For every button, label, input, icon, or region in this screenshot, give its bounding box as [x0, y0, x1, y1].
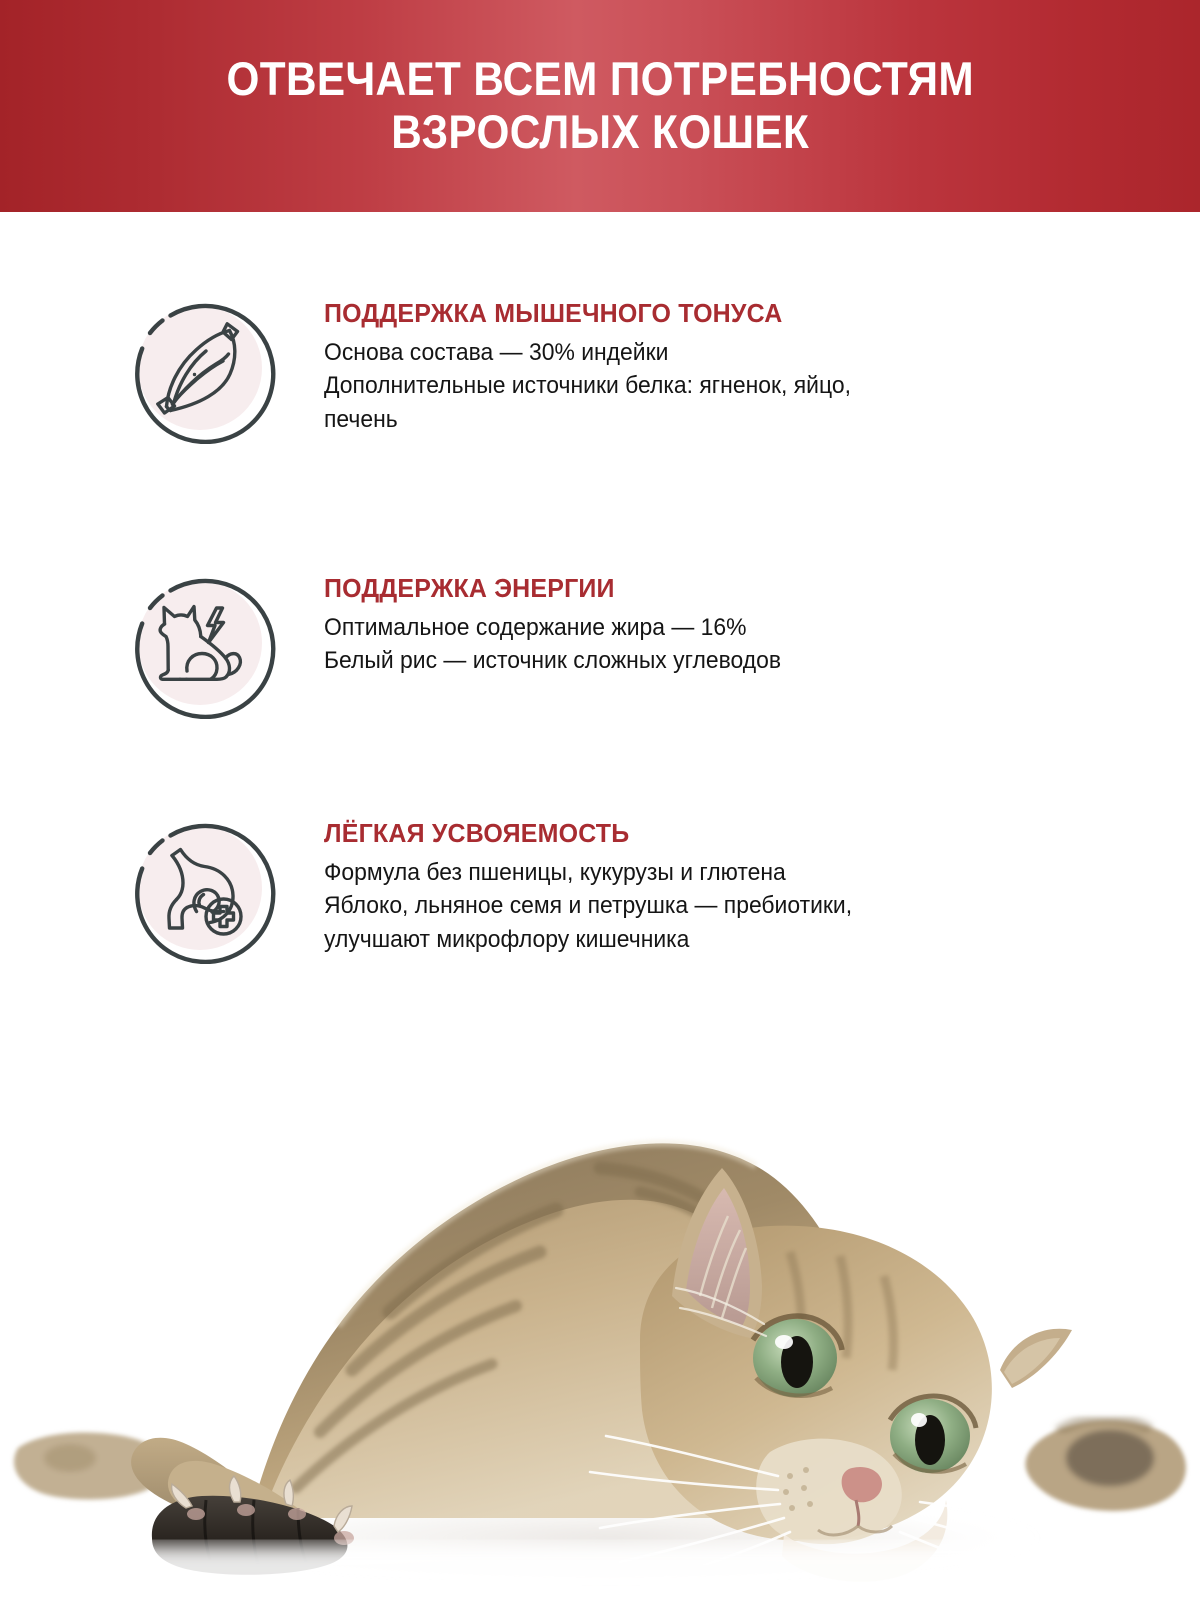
feature-desc-line: Оптимальное содержание жира — 16%	[324, 613, 747, 641]
feature-desc-line: печень	[324, 405, 398, 433]
feature-desc-line: Формула без пшеницы, кукурузы и глютена	[324, 858, 786, 886]
cat-photo	[0, 1040, 1200, 1600]
feature-description: Основа состава — 30% индейки Дополнитель…	[324, 336, 851, 437]
feature-desc-line: Яблоко, льняное семя и петрушка — пребио…	[324, 892, 853, 920]
feature-item-muscle-tone: ПОДДЕРЖКА МЫШЕЧНОГО ТОНУСА Основа состав…	[0, 292, 1200, 445]
banner-title-line-2: ВЗРОСЛЫХ КОШЕК	[391, 105, 809, 158]
banner-title-line-1: ОТВЕЧАЕТ ВСЕМ ПОТРЕБНОСТЯМ	[226, 52, 974, 106]
feature-text-muscle-tone: ПОДДЕРЖКА МЫШЕЧНОГО ТОНУСА Основа состав…	[324, 292, 876, 436]
feature-item-digestibility: ЛЁГКАЯ УСВОЯЕМОСТЬ Формула без пшеницы, …	[0, 812, 1200, 965]
feature-description: Формула без пшеницы, кукурузы и глютена …	[324, 856, 852, 957]
muscle-icon	[124, 292, 276, 445]
feature-desc-line: Дополнительные источники белка: ягненок,…	[324, 372, 851, 400]
header-banner: ОТВЕЧАЕТ ВСЕМ ПОТРЕБНОСТЯМ ВЗРОСЛЫХ КОШЕ…	[0, 0, 1200, 212]
feature-item-energy: ПОДДЕРЖКА ЭНЕРГИИ Оптимальное содержание…	[0, 567, 1200, 720]
feature-title: ЛЁГКАЯ УСВОЯЕМОСТЬ	[324, 818, 630, 848]
feature-text-digestibility: ЛЁГКАЯ УСВОЯЕМОСТЬ Формула без пшеницы, …	[324, 812, 877, 956]
feature-desc-line: Основа состава — 30% индейки	[324, 338, 669, 366]
feature-description: Оптимальное содержание жира — 16% Белый …	[324, 611, 781, 678]
feature-title: ПОДДЕРЖКА ЭНЕРГИИ	[324, 573, 615, 603]
feature-title: ПОДДЕРЖКА МЫШЕЧНОГО ТОНУСА	[324, 298, 783, 328]
feature-desc-line: улучшают микрофлору кишечника	[324, 925, 690, 953]
stomach-health-icon	[124, 812, 276, 965]
cat-energy-icon	[124, 567, 276, 720]
feature-desc-line: Белый рис — источник сложных углеводов	[324, 647, 782, 675]
feature-text-energy: ПОДДЕРЖКА ЭНЕРГИИ Оптимальное содержание…	[324, 567, 803, 678]
